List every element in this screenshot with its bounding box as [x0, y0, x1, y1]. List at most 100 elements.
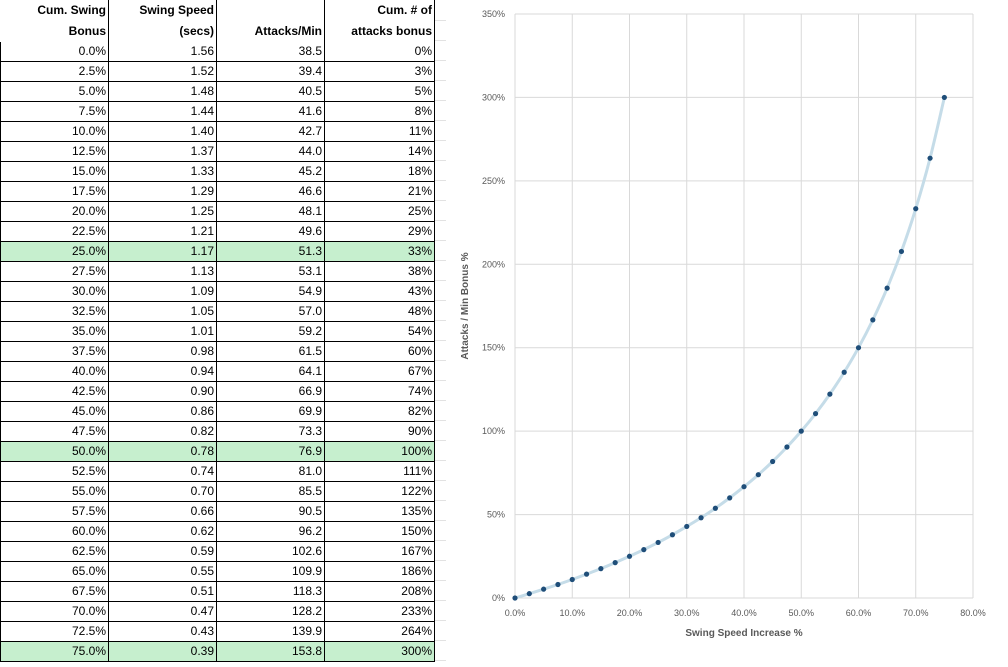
cell-swing-bonus[interactable]: 10.0% — [0, 121, 109, 142]
cell-attacks-bonus[interactable]: 111% — [324, 461, 435, 482]
cell-swing-bonus[interactable]: 67.5% — [0, 581, 109, 602]
cell-attacks-min[interactable]: 42.7 — [216, 121, 325, 142]
cell-swing-bonus[interactable]: 15.0% — [0, 161, 109, 182]
cell-swing-speed[interactable]: 1.56 — [108, 41, 217, 62]
cell-swing-bonus[interactable]: 52.5% — [0, 461, 109, 482]
cell-attacks-bonus[interactable]: 122% — [324, 481, 435, 502]
cell-attacks-min[interactable]: 41.6 — [216, 101, 325, 122]
cell-swing-speed[interactable]: 1.21 — [108, 221, 217, 242]
cell-attacks-min[interactable]: 53.1 — [216, 261, 325, 282]
header-cum-attacks-line2[interactable]: attacks bonus — [324, 20, 435, 42]
cell-swing-bonus[interactable]: 65.0% — [0, 561, 109, 582]
cell-attacks-min[interactable]: 118.3 — [216, 581, 325, 602]
cell-attacks-min[interactable]: 81.0 — [216, 461, 325, 482]
cell-attacks-min[interactable]: 90.5 — [216, 501, 325, 522]
cell-swing-bonus[interactable]: 27.5% — [0, 261, 109, 282]
cell-swing-bonus[interactable]: 17.5% — [0, 181, 109, 202]
cell-swing-speed[interactable]: 0.39 — [108, 641, 217, 662]
cell-swing-speed[interactable]: 0.59 — [108, 541, 217, 562]
header-cum-attacks-line1[interactable]: Cum. # of — [324, 0, 435, 21]
cell-attacks-min[interactable]: 38.5 — [216, 41, 325, 62]
cell-swing-speed[interactable]: 0.66 — [108, 501, 217, 522]
cell-swing-speed[interactable]: 0.70 — [108, 481, 217, 502]
cell-swing-speed[interactable]: 1.09 — [108, 281, 217, 302]
cell-attacks-min[interactable]: 48.1 — [216, 201, 325, 222]
cell-swing-speed[interactable]: 0.94 — [108, 361, 217, 382]
cell-attacks-bonus[interactable]: 67% — [324, 361, 435, 382]
cell-attacks-bonus[interactable]: 90% — [324, 421, 435, 442]
cell-swing-bonus[interactable]: 12.5% — [0, 141, 109, 162]
cell-attacks-min[interactable]: 153.8 — [216, 641, 325, 662]
cell-attacks-bonus[interactable]: 233% — [324, 601, 435, 622]
cell-attacks-min[interactable]: 128.2 — [216, 601, 325, 622]
cell-attacks-min[interactable]: 102.6 — [216, 541, 325, 562]
cell-attacks-bonus[interactable]: 74% — [324, 381, 435, 402]
cell-swing-speed[interactable]: 1.17 — [108, 241, 217, 262]
header-swing-speed-line1[interactable]: Swing Speed — [108, 0, 217, 21]
cell-swing-bonus[interactable]: 5.0% — [0, 81, 109, 102]
cell-swing-bonus[interactable]: 7.5% — [0, 101, 109, 122]
cell-swing-speed[interactable]: 1.13 — [108, 261, 217, 282]
cell-attacks-min[interactable]: 51.3 — [216, 241, 325, 262]
cell-attacks-bonus[interactable]: 186% — [324, 561, 435, 582]
cell-swing-bonus[interactable]: 40.0% — [0, 361, 109, 382]
cell-swing-speed[interactable]: 1.52 — [108, 61, 217, 82]
header-cum-swing-bonus-line2[interactable]: Bonus — [0, 20, 109, 42]
cell-swing-bonus[interactable]: 47.5% — [0, 421, 109, 442]
cell-attacks-bonus[interactable]: 208% — [324, 581, 435, 602]
cell-swing-speed[interactable]: 0.90 — [108, 381, 217, 402]
cell-swing-bonus[interactable]: 22.5% — [0, 221, 109, 242]
cell-attacks-bonus[interactable]: 18% — [324, 161, 435, 182]
cell-swing-bonus[interactable]: 70.0% — [0, 601, 109, 622]
data-table[interactable]: Cum. Swing Swing Speed Cum. # of Bonus (… — [0, 0, 435, 662]
cell-swing-speed[interactable]: 0.98 — [108, 341, 217, 362]
cell-swing-speed[interactable]: 1.25 — [108, 201, 217, 222]
header-attacks-min-line2[interactable]: Attacks/Min — [216, 20, 325, 42]
cell-swing-speed[interactable]: 1.01 — [108, 321, 217, 342]
cell-attacks-bonus[interactable]: 100% — [324, 441, 435, 462]
cell-swing-speed[interactable]: 1.37 — [108, 141, 217, 162]
cell-swing-speed[interactable]: 0.51 — [108, 581, 217, 602]
cell-attacks-min[interactable]: 40.5 — [216, 81, 325, 102]
cell-swing-speed[interactable]: 0.86 — [108, 401, 217, 422]
cell-attacks-min[interactable]: 66.9 — [216, 381, 325, 402]
cell-attacks-bonus[interactable]: 54% — [324, 321, 435, 342]
cell-attacks-min[interactable]: 57.0 — [216, 301, 325, 322]
cell-swing-speed[interactable]: 0.78 — [108, 441, 217, 462]
cell-attacks-min[interactable]: 73.3 — [216, 421, 325, 442]
cell-swing-speed[interactable]: 0.82 — [108, 421, 217, 442]
cell-attacks-min[interactable]: 109.9 — [216, 561, 325, 582]
cell-attacks-min[interactable]: 85.5 — [216, 481, 325, 502]
cell-swing-speed[interactable]: 1.33 — [108, 161, 217, 182]
cell-swing-bonus[interactable]: 60.0% — [0, 521, 109, 542]
cell-swing-bonus[interactable]: 57.5% — [0, 501, 109, 522]
cell-swing-bonus[interactable]: 50.0% — [0, 441, 109, 462]
cell-swing-bonus[interactable]: 75.0% — [0, 641, 109, 662]
cell-attacks-bonus[interactable]: 11% — [324, 121, 435, 142]
cell-attacks-bonus[interactable]: 150% — [324, 521, 435, 542]
cell-swing-speed[interactable]: 1.40 — [108, 121, 217, 142]
cell-swing-speed[interactable]: 1.05 — [108, 301, 217, 322]
cell-attacks-bonus[interactable]: 300% — [324, 641, 435, 662]
cell-attacks-min[interactable]: 49.6 — [216, 221, 325, 242]
cell-swing-bonus[interactable]: 45.0% — [0, 401, 109, 422]
cell-attacks-bonus[interactable]: 8% — [324, 101, 435, 122]
cell-attacks-bonus[interactable]: 21% — [324, 181, 435, 202]
cell-attacks-bonus[interactable]: 14% — [324, 141, 435, 162]
cell-swing-speed[interactable]: 0.74 — [108, 461, 217, 482]
cell-attacks-bonus[interactable]: 167% — [324, 541, 435, 562]
cell-attacks-min[interactable]: 139.9 — [216, 621, 325, 642]
cell-swing-bonus[interactable]: 55.0% — [0, 481, 109, 502]
cell-swing-bonus[interactable]: 32.5% — [0, 301, 109, 322]
cell-swing-speed[interactable]: 0.47 — [108, 601, 217, 622]
cell-attacks-bonus[interactable]: 135% — [324, 501, 435, 522]
cell-attacks-bonus[interactable]: 3% — [324, 61, 435, 82]
cell-swing-speed[interactable]: 0.43 — [108, 621, 217, 642]
cell-attacks-min[interactable]: 59.2 — [216, 321, 325, 342]
cell-attacks-min[interactable]: 45.2 — [216, 161, 325, 182]
cell-swing-bonus[interactable]: 72.5% — [0, 621, 109, 642]
cell-attacks-bonus[interactable]: 5% — [324, 81, 435, 102]
scatter-chart[interactable]: 0% 50% 100% 150% 200% 250% 300% 350% 0.0% 10.0% 20… — [446, 0, 1008, 662]
cell-swing-speed[interactable]: 1.48 — [108, 81, 217, 102]
